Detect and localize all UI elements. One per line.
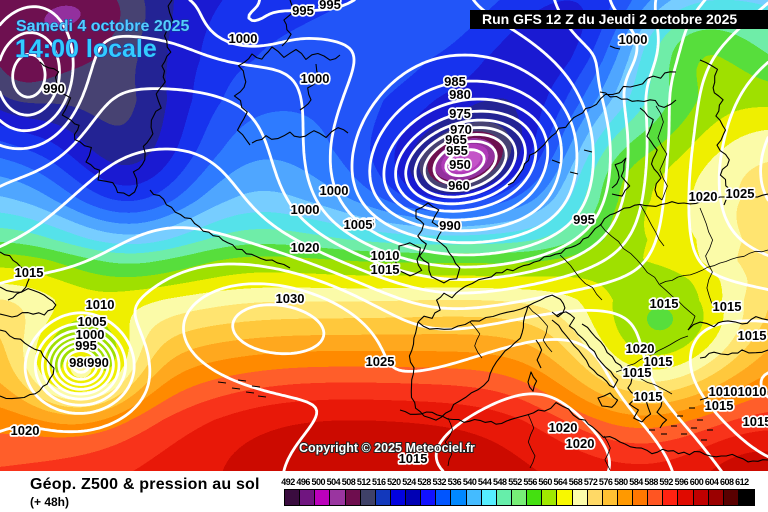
svg-text:Copyright © 2025 Meteociel.fr: Copyright © 2025 Meteociel.fr [299, 441, 475, 455]
svg-text:1015: 1015 [399, 451, 428, 466]
svg-text:14:00 locale: 14:00 locale [15, 35, 157, 63]
svg-text:995: 995 [75, 338, 97, 353]
svg-text:965: 965 [445, 132, 467, 147]
svg-text:1020: 1020 [11, 423, 40, 438]
svg-text:985: 985 [444, 74, 466, 89]
svg-text:1015: 1015 [650, 296, 679, 311]
svg-text:1000: 1000 [291, 202, 320, 217]
svg-text:995: 995 [573, 212, 595, 227]
svg-text:1000: 1000 [320, 183, 349, 198]
svg-text:995: 995 [292, 3, 314, 18]
svg-text:1005: 1005 [344, 217, 373, 232]
svg-text:980: 980 [69, 355, 91, 370]
svg-text:990: 990 [43, 81, 65, 96]
svg-text:1000: 1000 [76, 327, 105, 342]
svg-text:990: 990 [87, 355, 109, 370]
svg-text:1010: 1010 [86, 297, 115, 312]
svg-text:1000: 1000 [619, 32, 648, 47]
svg-text:955: 955 [446, 143, 468, 158]
svg-text:975: 975 [449, 106, 471, 121]
svg-text:Samedi 4 octobre 2025: Samedi 4 octobre 2025 [16, 18, 190, 35]
svg-text:1025: 1025 [366, 354, 395, 369]
svg-text:1000: 1000 [229, 31, 258, 46]
svg-text:995: 995 [319, 0, 341, 12]
svg-text:960: 960 [448, 178, 470, 193]
svg-text:Run GFS 12 Z du Jeudi 2 octobr: Run GFS 12 Z du Jeudi 2 octobre 2025 [482, 11, 737, 27]
svg-text:1015: 1015 [644, 354, 673, 369]
svg-text:1020: 1020 [689, 189, 718, 204]
svg-text:1015: 1015 [738, 328, 767, 343]
svg-text:950: 950 [449, 157, 471, 172]
svg-text:1020: 1020 [626, 341, 655, 356]
svg-text:1025: 1025 [726, 186, 755, 201]
svg-text:1015: 1015 [15, 265, 44, 280]
svg-text:1015: 1015 [705, 398, 734, 413]
svg-text:1005: 1005 [78, 314, 107, 329]
svg-text:980: 980 [449, 87, 471, 102]
svg-text:1015: 1015 [371, 262, 400, 277]
svg-text:970: 970 [450, 122, 472, 137]
svg-text:1015: 1015 [713, 299, 742, 314]
svg-text:1020: 1020 [566, 436, 595, 451]
svg-text:1020: 1020 [549, 420, 578, 435]
svg-text:1015: 1015 [634, 389, 663, 404]
svg-text:990: 990 [439, 218, 461, 233]
svg-text:1005: 1005 [346, 216, 375, 231]
svg-text:1010: 1010 [709, 384, 738, 399]
svg-text:1030: 1030 [276, 291, 305, 306]
svg-text:1010: 1010 [371, 248, 400, 263]
svg-text:1015: 1015 [743, 414, 768, 429]
svg-text:1020: 1020 [291, 240, 320, 255]
svg-text:1000: 1000 [301, 71, 330, 86]
svg-text:1015: 1015 [623, 365, 652, 380]
svg-text:1010: 1010 [738, 384, 767, 399]
